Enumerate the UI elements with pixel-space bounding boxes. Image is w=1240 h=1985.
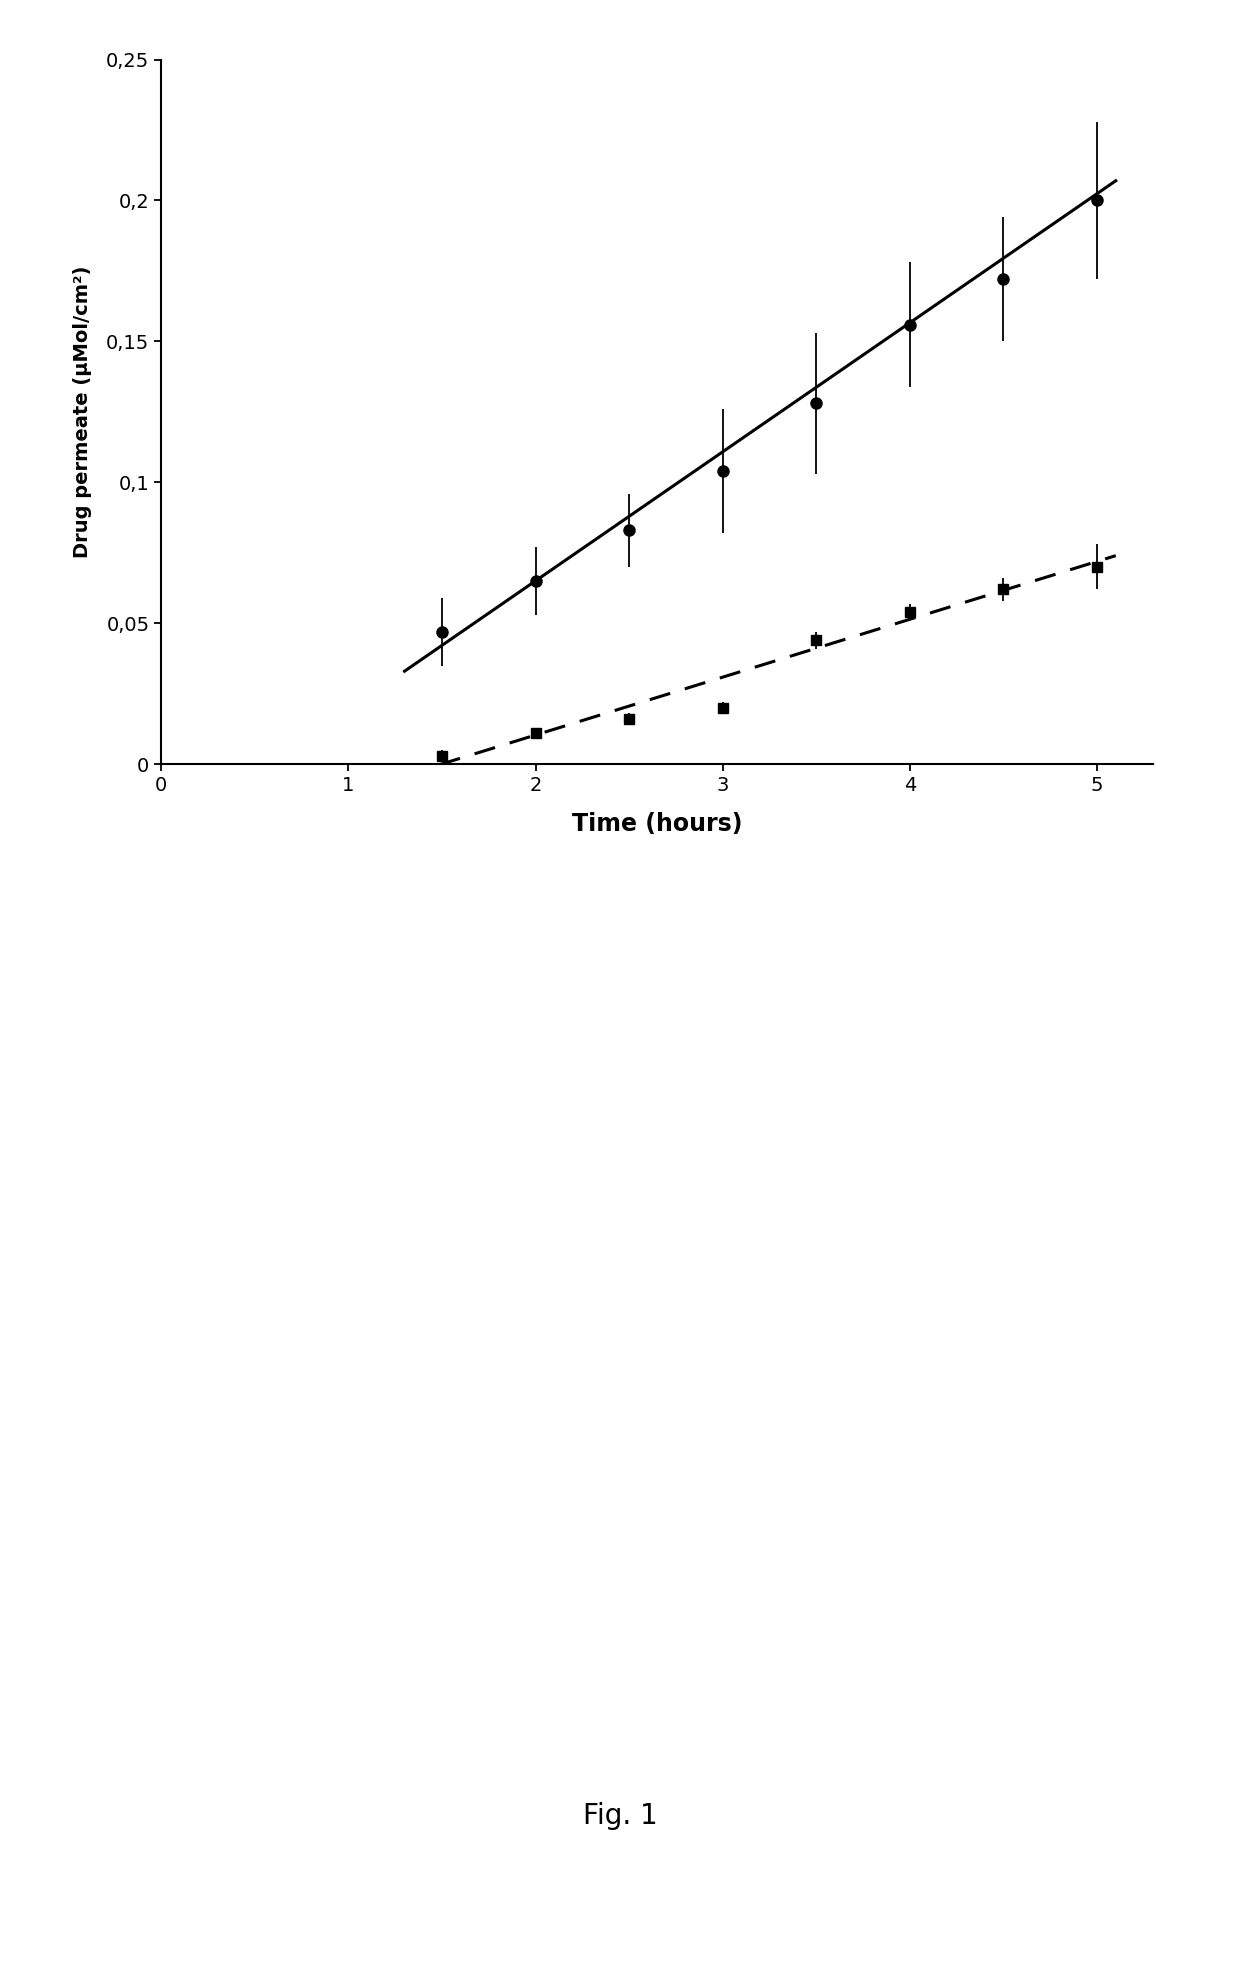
- Y-axis label: Drug permeate (μMol/cm²): Drug permeate (μMol/cm²): [73, 266, 92, 558]
- Text: Fig. 1: Fig. 1: [583, 1802, 657, 1830]
- X-axis label: Time (hours): Time (hours): [572, 812, 743, 836]
